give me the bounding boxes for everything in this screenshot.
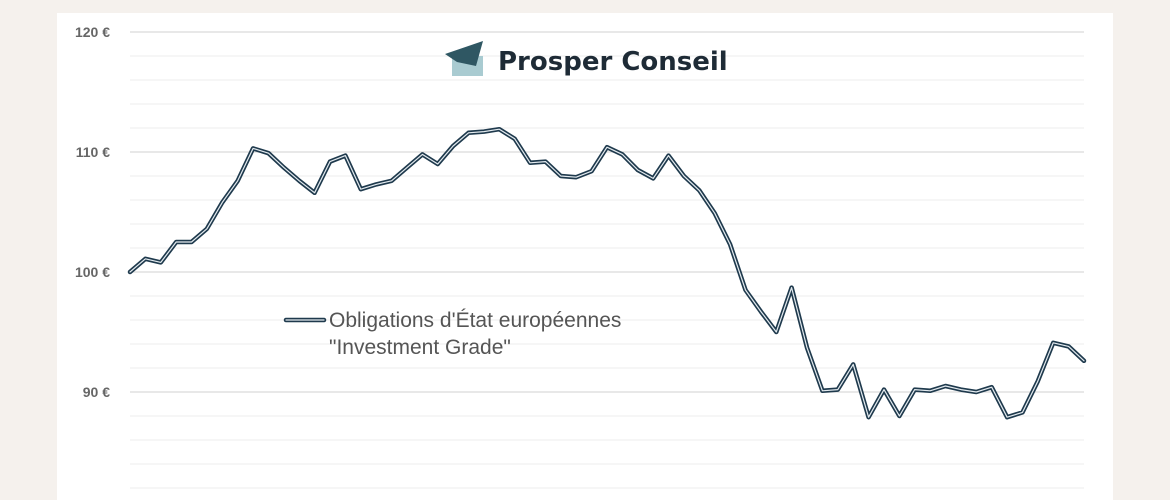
series-line xyxy=(127,126,1087,420)
y-tick-label: 100 € xyxy=(75,264,110,280)
grid-lines xyxy=(130,31,1084,489)
legend: Obligations d'État européennes "Investme… xyxy=(283,309,621,359)
folded-banner-logo-icon xyxy=(445,41,483,76)
y-tick-label: 90 € xyxy=(83,384,110,400)
legend-label-line2: "Investment Grade" xyxy=(329,336,511,359)
y-tick-label: 120 € xyxy=(75,24,110,40)
brand-name: Prosper Conseil xyxy=(498,47,728,77)
y-axis-ticks: 120 € 110 € 100 € 90 € xyxy=(75,24,110,400)
chart-panel: 120 € 110 € 100 € 90 € Prosper Conseil Obli… xyxy=(57,13,1113,500)
legend-label-line1: Obligations d'État européennes xyxy=(329,309,621,332)
series-group xyxy=(127,126,1087,420)
brand-logo: Prosper Conseil xyxy=(445,41,728,77)
line-chart: 120 € 110 € 100 € 90 € Prosper Conseil Obli… xyxy=(75,24,1087,489)
y-tick-label: 110 € xyxy=(76,144,110,160)
series-line-highlight xyxy=(129,128,1085,418)
